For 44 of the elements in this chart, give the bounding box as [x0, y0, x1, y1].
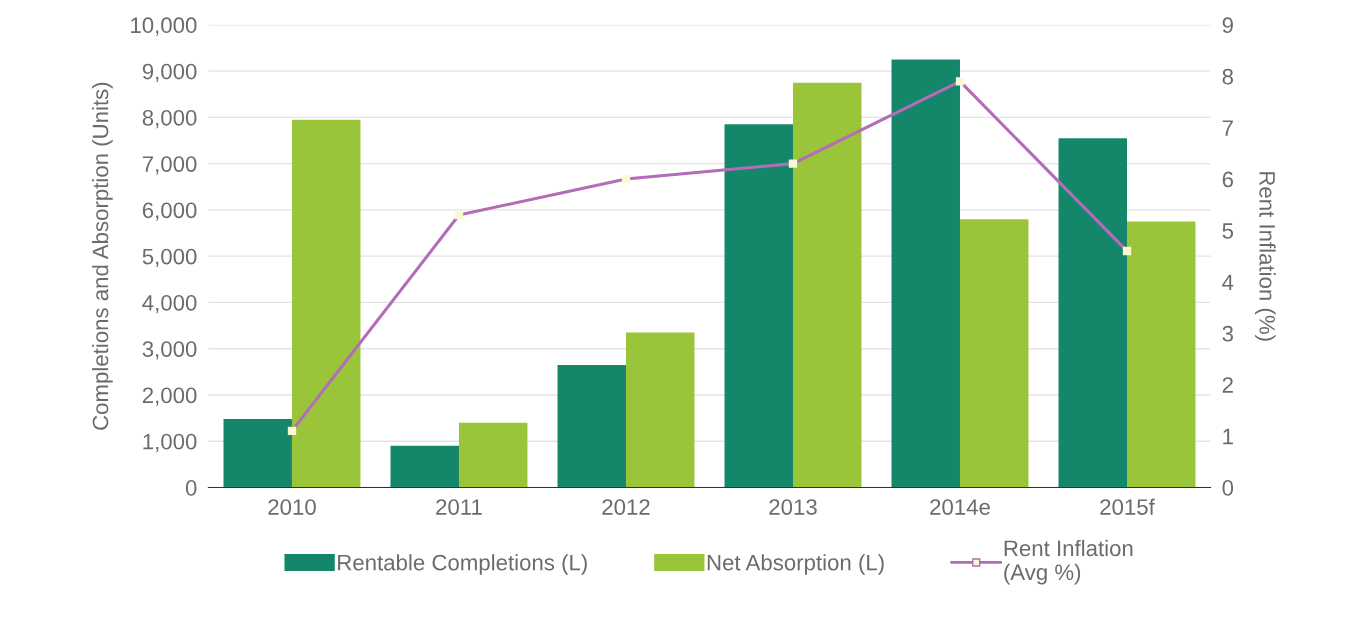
- y2-tick-label: 8: [1222, 68, 1233, 85]
- x-tick-label: 2013: [769, 499, 817, 515]
- y2-tick-label: 9: [1222, 17, 1233, 34]
- y2-tick-label: 2: [1222, 377, 1233, 393]
- bar: [724, 124, 793, 488]
- legend-label: Net Absorption (L): [707, 554, 884, 575]
- y-tick-label: 1,000: [143, 433, 197, 453]
- x-tick-label: 2012: [602, 499, 650, 515]
- y-tick-label: 8,000: [142, 109, 197, 129]
- bar: [625, 332, 695, 488]
- y2-axis-title: Rent Inflation (%): [1254, 172, 1276, 341]
- y2-tick-label: 5: [1222, 223, 1234, 239]
- y-tick-label: 10,000: [131, 17, 197, 36]
- y2-tick-label: 0: [1222, 480, 1234, 496]
- y-tick-label: 2,000: [142, 387, 197, 406]
- y2-tick-label: 7: [1222, 120, 1233, 136]
- bar: [223, 419, 292, 488]
- y2-tick-label: 1: [1223, 428, 1233, 445]
- x-tick-label: 2015f: [1100, 498, 1155, 515]
- y-tick-label: 7,000: [142, 156, 197, 175]
- legend-label: Rentable Completions (L): [338, 554, 587, 575]
- x-tick-label: 2010: [268, 499, 316, 515]
- bar: [291, 119, 361, 488]
- bar: [959, 219, 1029, 488]
- bar: [792, 82, 862, 488]
- y-tick-label: 5,000: [142, 248, 197, 268]
- bar: [891, 59, 960, 488]
- y-tick-label: 4,000: [142, 294, 197, 314]
- x-tick-label: 2011: [436, 499, 482, 515]
- y2-tick-label: 4: [1222, 274, 1234, 290]
- y-tick-label: 3,000: [142, 341, 197, 360]
- y2-tick-label: 6: [1222, 171, 1233, 188]
- y-axis-title: Completions and Absorption (Units): [92, 82, 113, 430]
- bar: [1058, 138, 1127, 488]
- x-tick-label: 2014e: [930, 499, 990, 515]
- y-tick-label: 9,000: [142, 63, 197, 82]
- y2-tick-label: 3: [1222, 325, 1233, 342]
- y-tick-label: 0: [185, 480, 197, 496]
- y-tick-label: 6,000: [142, 202, 197, 221]
- bar: [557, 364, 626, 488]
- legend-label: Rent Inflation (Avg %): [1004, 539, 1133, 585]
- bar: [458, 422, 528, 488]
- bar: [1127, 221, 1196, 488]
- bar: [390, 445, 459, 488]
